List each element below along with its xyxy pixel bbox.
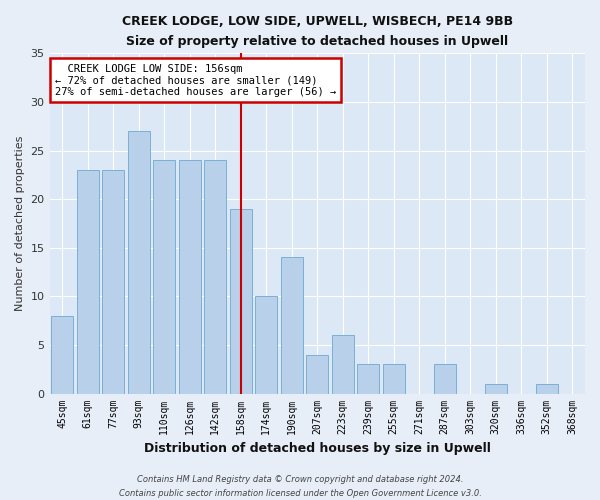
Bar — [383, 364, 404, 394]
Bar — [77, 170, 98, 394]
Bar — [179, 160, 200, 394]
Bar — [485, 384, 506, 394]
Bar — [256, 296, 277, 394]
Bar — [332, 335, 353, 394]
Bar — [128, 131, 149, 394]
Title: CREEK LODGE, LOW SIDE, UPWELL, WISBECH, PE14 9BB
Size of property relative to de: CREEK LODGE, LOW SIDE, UPWELL, WISBECH, … — [122, 15, 513, 48]
Text: CREEK LODGE LOW SIDE: 156sqm  
← 72% of detached houses are smaller (149)
27% of: CREEK LODGE LOW SIDE: 156sqm ← 72% of de… — [55, 64, 336, 96]
Bar — [103, 170, 124, 394]
Bar — [536, 384, 557, 394]
Y-axis label: Number of detached properties: Number of detached properties — [15, 136, 25, 311]
Bar — [52, 316, 73, 394]
Bar — [154, 160, 175, 394]
Bar — [434, 364, 455, 394]
Bar — [230, 209, 251, 394]
Text: Contains HM Land Registry data © Crown copyright and database right 2024.
Contai: Contains HM Land Registry data © Crown c… — [119, 476, 481, 498]
Bar — [307, 354, 328, 394]
Bar — [358, 364, 379, 394]
Bar — [205, 160, 226, 394]
X-axis label: Distribution of detached houses by size in Upwell: Distribution of detached houses by size … — [144, 442, 491, 455]
Bar — [281, 258, 302, 394]
